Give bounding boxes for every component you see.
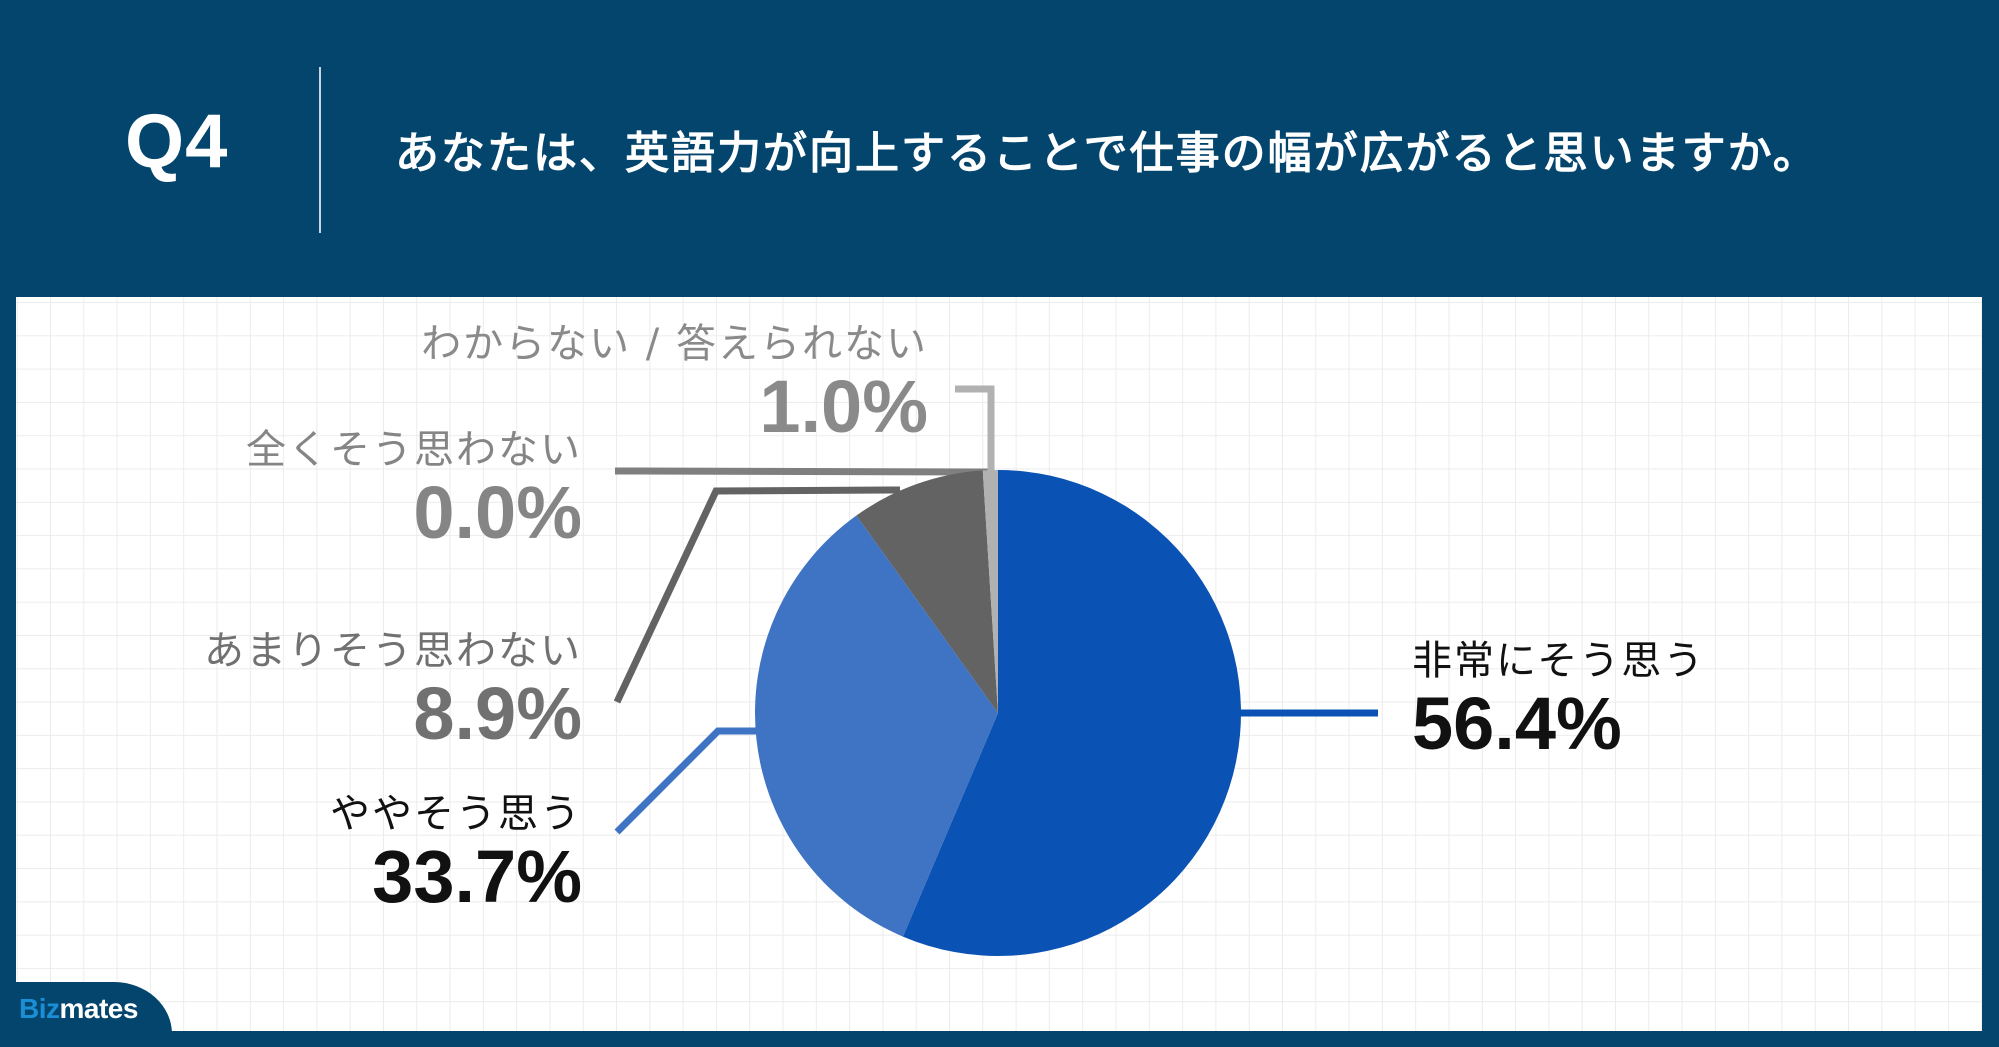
leader-line	[613, 486, 901, 704]
label-category: ややそう思う	[330, 791, 582, 837]
label-value: 56.4%	[1412, 682, 1622, 765]
pie-slices	[755, 470, 1241, 956]
footer-bar	[0, 1031, 1999, 1047]
label-value: 8.9%	[413, 672, 582, 755]
leader-line	[614, 727, 760, 835]
data-label-not-really: あまりそう思わない 8.9%	[204, 628, 582, 754]
label-category: 非常にそう思う	[1412, 638, 1706, 684]
bizmates-logo: Bizmates	[19, 993, 138, 1025]
data-label-dont-know: わからない / 答えられない 1.0%	[421, 321, 928, 447]
question-number: Q4	[125, 99, 229, 184]
leader-lines	[613, 385, 1378, 835]
logo-part-mates: mates	[59, 993, 139, 1024]
pie-slice	[755, 515, 998, 937]
data-label-very-much: 非常にそう思う 56.4%	[1412, 638, 1705, 764]
label-value: 0.0%	[413, 471, 582, 554]
question-header: Q4 あなたは、英語力が向上することで仕事の幅が広がると思いますか。	[0, 0, 1999, 297]
pie-slice	[902, 470, 1241, 956]
label-category: 全くそう思わない	[246, 427, 582, 473]
leader-line	[614, 467, 989, 476]
pie-slice	[856, 470, 998, 713]
pie-chart	[613, 385, 1378, 956]
label-category: あまりそう思わない	[204, 628, 582, 674]
label-value: 1.0%	[759, 365, 928, 448]
logo-tab	[0, 982, 172, 1047]
chart-panel: 非常にそう思う 56.4% ややそう思う 33.7% あまりそう思わない 8.9…	[16, 297, 1982, 1031]
leader-line	[955, 385, 995, 472]
header-divider	[319, 67, 321, 233]
label-value: 33.7%	[372, 835, 582, 918]
data-label-not-at-all: 全くそう思わない 0.0%	[246, 427, 582, 553]
label-category: わからない / 答えられない	[421, 321, 928, 367]
pie-slice	[982, 470, 998, 713]
data-label-somewhat: ややそう思う 33.7%	[330, 791, 582, 917]
question-title: あなたは、英語力が向上することで仕事の幅が広がると思いますか。	[395, 128, 1819, 179]
logo-part-biz: Biz	[19, 993, 60, 1024]
